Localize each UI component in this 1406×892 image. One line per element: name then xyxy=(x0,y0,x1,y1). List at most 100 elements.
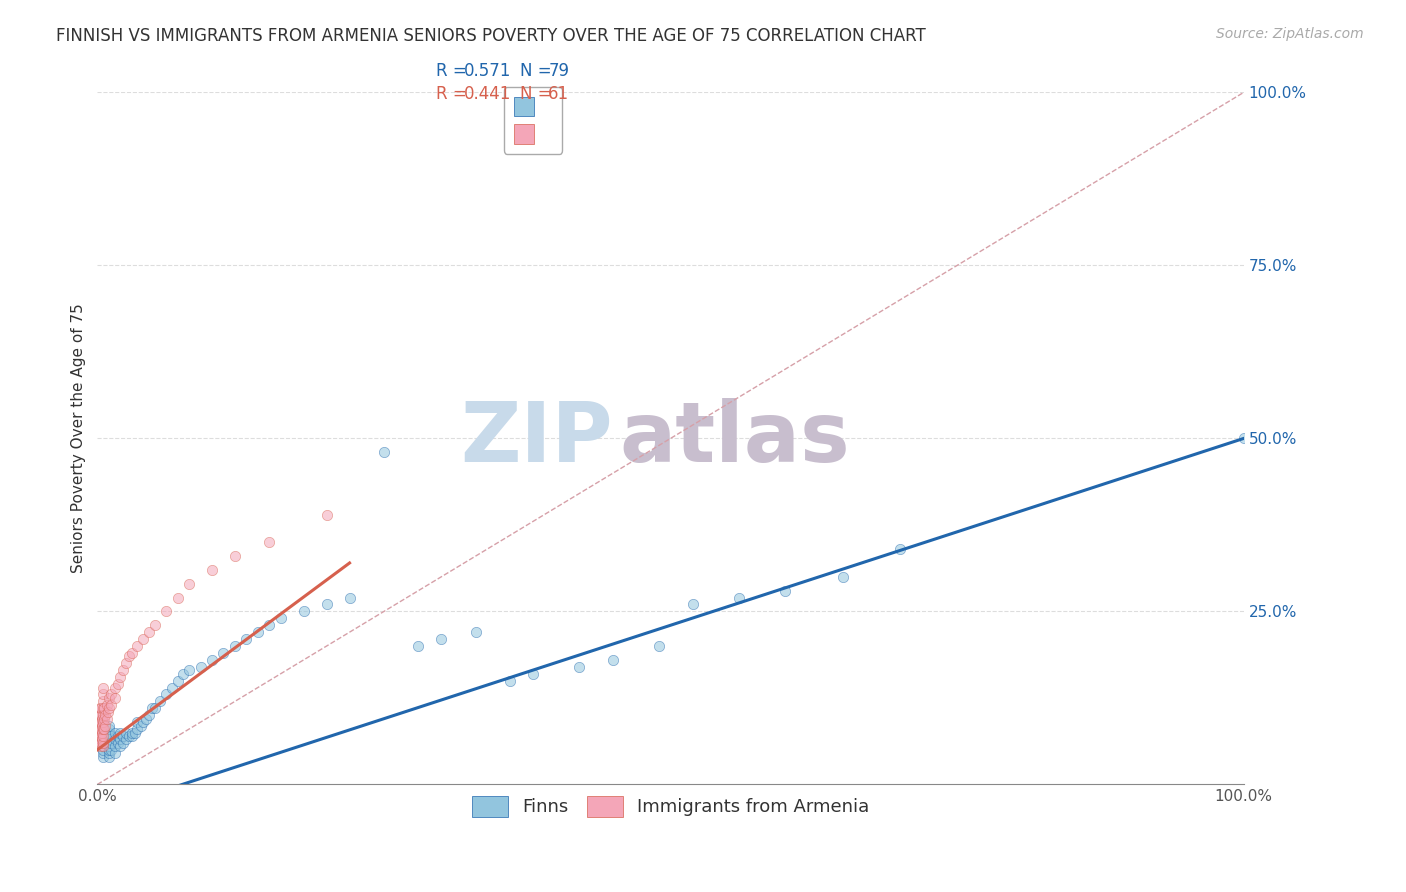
Point xyxy=(522,666,544,681)
Point xyxy=(91,732,114,747)
Point xyxy=(339,591,361,605)
Text: atlas: atlas xyxy=(619,398,849,479)
Point xyxy=(97,722,120,736)
Point xyxy=(201,653,224,667)
Point xyxy=(111,729,134,743)
Point xyxy=(89,722,111,736)
Point xyxy=(270,611,292,625)
Point xyxy=(97,743,120,757)
Point xyxy=(90,701,112,715)
Point xyxy=(91,688,114,702)
Point xyxy=(889,542,911,557)
Point xyxy=(138,625,160,640)
Point xyxy=(127,715,149,730)
Point xyxy=(166,591,188,605)
Point xyxy=(100,688,122,702)
Point xyxy=(132,715,155,730)
Point xyxy=(110,725,132,739)
Point xyxy=(155,604,177,618)
Text: ZIP: ZIP xyxy=(461,398,613,479)
Point xyxy=(602,653,624,667)
Point xyxy=(728,591,751,605)
Point xyxy=(91,736,114,750)
Point xyxy=(89,708,111,723)
Point xyxy=(172,666,194,681)
Point xyxy=(259,618,281,632)
Point xyxy=(315,598,337,612)
Point xyxy=(143,701,166,715)
Point xyxy=(91,718,114,732)
Point xyxy=(89,725,111,739)
Point xyxy=(103,746,125,760)
Point xyxy=(96,698,118,712)
Point xyxy=(292,604,315,618)
Point xyxy=(138,708,160,723)
Point xyxy=(89,739,111,754)
Point xyxy=(89,701,111,715)
Point xyxy=(121,729,143,743)
Point xyxy=(107,736,129,750)
Point xyxy=(91,739,114,754)
Point xyxy=(134,712,156,726)
Point xyxy=(91,708,114,723)
Point xyxy=(89,732,111,747)
Point xyxy=(127,639,149,653)
Point xyxy=(124,725,146,739)
Text: Source: ZipAtlas.com: Source: ZipAtlas.com xyxy=(1216,27,1364,41)
Text: 0.571: 0.571 xyxy=(464,62,512,80)
Point xyxy=(103,725,125,739)
Point xyxy=(91,722,114,736)
Point xyxy=(94,718,117,732)
Point xyxy=(91,694,114,708)
Point xyxy=(91,681,114,695)
Point xyxy=(190,660,212,674)
Point xyxy=(201,563,224,577)
Point xyxy=(91,725,114,739)
Point xyxy=(103,739,125,754)
Point xyxy=(97,701,120,715)
Point xyxy=(155,688,177,702)
Point xyxy=(91,725,114,739)
Point xyxy=(91,729,114,743)
Point xyxy=(110,670,132,684)
Point xyxy=(103,681,125,695)
Point xyxy=(97,729,120,743)
Point xyxy=(97,705,120,719)
Point xyxy=(132,632,155,646)
Point xyxy=(91,722,114,736)
Point xyxy=(97,718,120,732)
Point xyxy=(149,694,172,708)
Point xyxy=(97,736,120,750)
Point xyxy=(90,729,112,743)
Point xyxy=(408,639,430,653)
Point xyxy=(430,632,453,646)
Point xyxy=(160,681,183,695)
Point xyxy=(90,722,112,736)
Point xyxy=(121,646,143,660)
Point xyxy=(648,639,671,653)
Point xyxy=(91,712,114,726)
Point xyxy=(110,739,132,754)
Point xyxy=(103,690,125,705)
Point xyxy=(1233,431,1256,445)
Point xyxy=(97,725,120,739)
Point xyxy=(91,729,114,743)
Point xyxy=(177,663,200,677)
Point xyxy=(373,445,395,459)
Point xyxy=(246,625,269,640)
Point xyxy=(89,715,111,730)
Point xyxy=(129,718,152,732)
Point xyxy=(141,701,163,715)
Y-axis label: Seniors Poverty Over the Age of 75: Seniors Poverty Over the Age of 75 xyxy=(72,303,86,574)
Text: 0.441: 0.441 xyxy=(464,85,512,103)
Point xyxy=(97,690,120,705)
Point xyxy=(91,746,114,760)
Point xyxy=(224,639,246,653)
Point xyxy=(97,732,120,747)
Point xyxy=(464,625,486,640)
Point xyxy=(90,736,112,750)
Point xyxy=(499,673,522,688)
Point xyxy=(91,736,114,750)
Point xyxy=(235,632,257,646)
Point xyxy=(177,576,200,591)
